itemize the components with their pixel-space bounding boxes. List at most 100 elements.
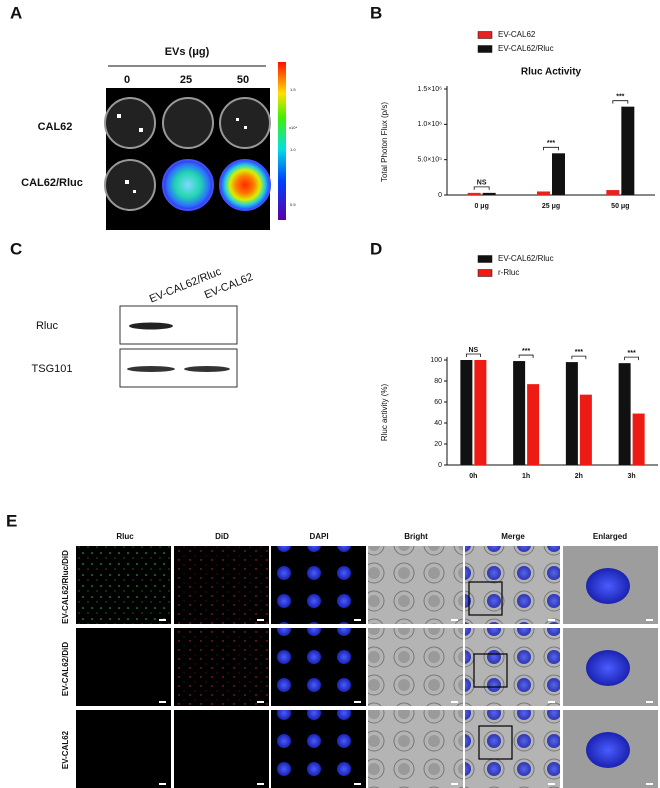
significance-label: NS xyxy=(477,180,487,187)
row-label: CAL62/Rluc xyxy=(21,177,83,189)
y-tick-label: 60 xyxy=(434,399,442,406)
significance-bracket xyxy=(465,353,481,357)
row-label: CAL62 xyxy=(38,121,73,133)
bar xyxy=(606,190,620,195)
y-tick-label: 1.5×10⁶ xyxy=(418,86,443,93)
micrograph-content xyxy=(368,710,463,788)
row-label: Rluc xyxy=(36,320,59,332)
column-label: Rluc xyxy=(116,532,134,541)
western-blot xyxy=(119,305,238,388)
scale-bar xyxy=(646,619,653,621)
enlarged-nucleus xyxy=(586,732,630,768)
legend-label: EV-CAL62/Rluc xyxy=(498,44,554,53)
micrograph-content xyxy=(76,710,171,788)
micrograph-content xyxy=(271,710,366,788)
micrograph-content xyxy=(271,546,366,624)
column-label: Merge xyxy=(501,532,525,541)
bar xyxy=(579,394,592,465)
scale-bar xyxy=(354,619,361,621)
bar xyxy=(565,362,578,465)
scale-bar xyxy=(257,619,264,621)
legend-label: EV-CAL62 xyxy=(498,30,536,39)
y-axis-label: Rluc activity (%) xyxy=(380,383,389,441)
scale-bar xyxy=(646,783,653,785)
micrograph-content xyxy=(174,628,269,706)
colorbar-tick: 0.5 xyxy=(290,202,296,207)
nuclei-overlay xyxy=(465,546,560,624)
legend-swatch xyxy=(477,255,493,263)
x-tick-label: 0 μg xyxy=(474,203,488,210)
column-label: DiD xyxy=(215,532,229,541)
y-tick-label: 5.0×10⁵ xyxy=(417,157,442,164)
row-label: EV-CAL62/Rluc/DiD xyxy=(61,550,70,624)
panel-label: D xyxy=(370,239,382,258)
scale-bar xyxy=(646,701,653,703)
microscopy-grid xyxy=(76,546,658,788)
zoom-box xyxy=(478,725,513,760)
micrograph-content xyxy=(76,628,171,706)
bar xyxy=(482,192,496,195)
colorbar-tick: 1.5 xyxy=(290,87,296,92)
chart-title: Rluc Activity xyxy=(521,67,582,78)
column-label: Enlarged xyxy=(593,532,627,541)
scale-bar xyxy=(159,701,166,703)
micrograph-content xyxy=(368,546,463,624)
legend-swatch xyxy=(477,45,493,53)
row-label: EV-CAL62/DiD xyxy=(61,642,70,696)
column-label: 50 xyxy=(237,74,249,86)
significance-label: NS xyxy=(469,347,479,354)
column-label: 0 xyxy=(124,74,130,86)
x-tick-label: 1h xyxy=(522,473,530,480)
colorbar-unit: x10⁴ xyxy=(289,125,297,130)
bar xyxy=(632,413,645,465)
bar xyxy=(527,384,540,465)
panel-label: A xyxy=(10,3,22,22)
colorbar-tick: 1.0 xyxy=(290,147,296,152)
bar xyxy=(618,363,631,465)
significance-bracket xyxy=(612,100,629,104)
y-tick-label: 0 xyxy=(438,192,442,199)
column-label: Bright xyxy=(404,532,428,541)
scale-bar xyxy=(354,701,361,703)
zoom-box xyxy=(473,653,508,688)
bar xyxy=(513,361,526,465)
scale-bar xyxy=(548,783,555,785)
y-tick-label: 1.0×10⁶ xyxy=(418,121,443,128)
zoom-box xyxy=(468,581,503,616)
bar xyxy=(467,192,481,195)
scale-bar xyxy=(354,783,361,785)
significance-label: *** xyxy=(575,349,583,356)
panel-label: B xyxy=(370,3,382,22)
scale-bar xyxy=(257,783,264,785)
bar xyxy=(474,360,487,465)
scale-bar xyxy=(451,619,458,621)
bar xyxy=(537,191,550,195)
y-tick-label: 100 xyxy=(430,357,442,364)
panel-label: C xyxy=(10,239,22,258)
legend-label: EV-CAL62/Rluc xyxy=(498,254,554,263)
significance-label: *** xyxy=(522,348,530,355)
scale-bar xyxy=(548,701,555,703)
panel-a-title: EVs (μg) xyxy=(165,46,210,58)
legend-swatch xyxy=(477,269,493,277)
bar xyxy=(460,360,473,465)
y-tick-label: 0 xyxy=(438,462,442,469)
micrograph-content xyxy=(174,710,269,788)
y-tick-label: 80 xyxy=(434,378,442,385)
row-label: TSG101 xyxy=(32,363,73,375)
x-tick-label: 50 μg xyxy=(611,203,629,210)
legend-swatch xyxy=(477,31,493,39)
x-tick-label: 3h xyxy=(628,473,636,480)
enlarged-nucleus xyxy=(586,568,630,604)
y-tick-label: 40 xyxy=(434,420,442,427)
significance-label: *** xyxy=(616,94,624,101)
significance-bracket xyxy=(473,186,490,190)
scale-bar xyxy=(548,619,555,621)
luminescence-image xyxy=(104,62,286,230)
bar xyxy=(621,106,635,195)
y-axis-label: Total Photon Flux (p/s) xyxy=(380,102,389,182)
nuclei-overlay xyxy=(465,628,560,706)
bar xyxy=(552,153,565,195)
row-label: EV-CAL62 xyxy=(61,730,70,769)
